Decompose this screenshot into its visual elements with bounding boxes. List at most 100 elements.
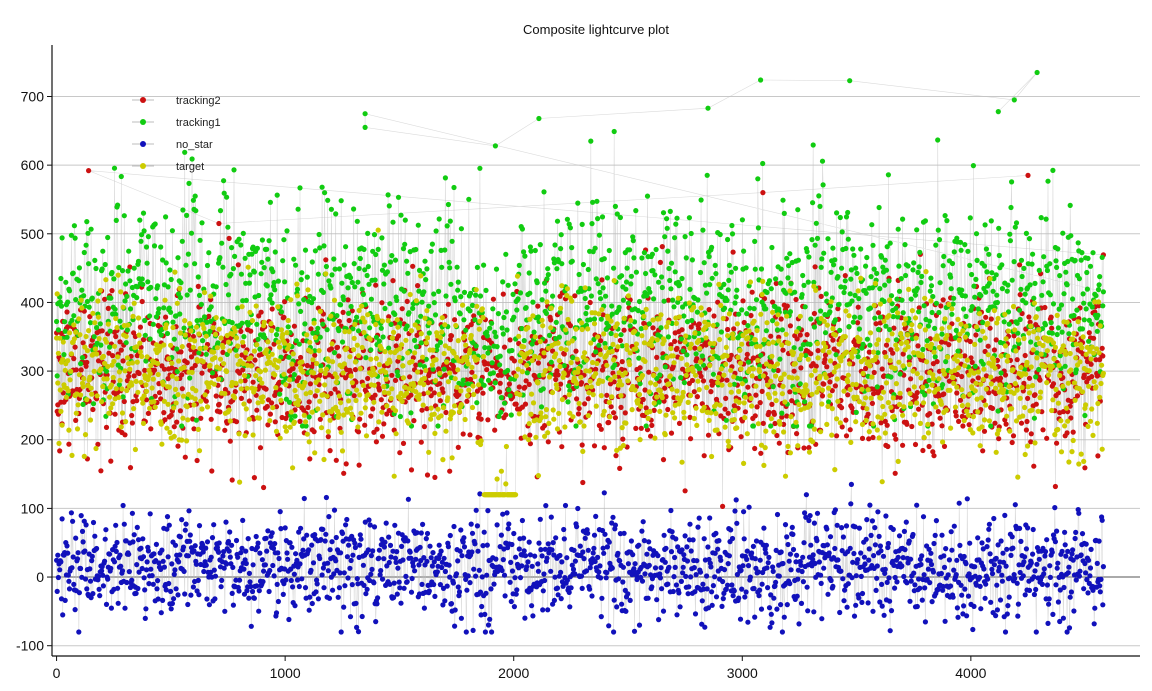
point-tracking2	[1026, 375, 1033, 381]
point-no-star	[121, 521, 127, 527]
point-tracking1	[539, 297, 545, 303]
point-no-star	[859, 599, 865, 606]
point-tracking2	[941, 391, 947, 397]
point-tracking1	[569, 245, 575, 251]
point-tracking1	[673, 221, 679, 227]
point-tracking1	[656, 279, 662, 285]
point-tracking1	[843, 214, 850, 220]
point-tracking1	[933, 300, 940, 306]
point-no-star	[248, 623, 254, 629]
point-no-star	[601, 490, 607, 496]
point-tracking1	[527, 290, 533, 296]
point-no-star	[446, 562, 452, 568]
point-tracking2	[535, 303, 541, 309]
point-tracking1	[500, 331, 506, 337]
point-tracking1	[467, 308, 473, 314]
point-no-star	[289, 544, 295, 550]
point-no-star	[856, 525, 863, 531]
point-tracking2	[137, 324, 143, 330]
point-tracking1	[962, 293, 969, 299]
point-tracking2	[997, 375, 1004, 381]
point-tracking1	[495, 311, 501, 317]
point-tracking1	[72, 235, 78, 241]
point-tracking2	[189, 366, 195, 372]
point-tracking1	[319, 184, 325, 190]
point-tracking1	[1041, 254, 1047, 260]
point-tracking2	[954, 390, 960, 396]
point-tracking1	[744, 311, 750, 317]
point-tracking1	[1089, 321, 1095, 327]
point-tracking2	[471, 313, 477, 319]
point-no-star	[102, 558, 108, 564]
point-tracking2	[909, 423, 915, 430]
point-tracking2	[989, 405, 996, 411]
point-tracking2	[252, 357, 258, 363]
point-no-star	[764, 565, 770, 571]
point-no-star	[807, 513, 813, 519]
point-no-star	[794, 552, 800, 558]
point-tracking1	[269, 300, 275, 306]
point-tracking1	[363, 355, 369, 361]
point-no-star	[742, 594, 748, 600]
point-tracking1	[331, 350, 338, 356]
point-tracking2	[386, 314, 392, 320]
point-no-star	[816, 559, 823, 565]
point-tracking1	[343, 244, 349, 250]
point-tracking1	[265, 256, 271, 262]
point-tracking2	[1003, 421, 1009, 427]
point-tracking2	[687, 414, 693, 420]
point-no-star	[770, 564, 776, 570]
point-tracking1	[69, 317, 75, 323]
point-tracking2	[617, 337, 624, 344]
point-no-star	[72, 607, 78, 613]
point-tracking1	[141, 228, 147, 234]
point-tracking1	[963, 313, 969, 319]
point-tracking2	[1049, 325, 1055, 331]
point-tracking1	[392, 311, 398, 317]
point-tracking1	[1084, 269, 1090, 276]
point-no-star	[1004, 611, 1010, 617]
point-tracking2	[400, 440, 407, 446]
point-tracking1	[710, 371, 717, 377]
point-no-star	[878, 548, 884, 554]
point-tracking2	[758, 450, 764, 456]
point-tracking1	[255, 336, 261, 342]
point-no-star	[984, 544, 990, 550]
point-tracking2	[731, 326, 737, 332]
point-no-star	[134, 524, 140, 531]
point-no-star	[680, 564, 686, 570]
point-tracking1	[698, 197, 704, 203]
point-tracking1	[321, 243, 327, 249]
point-tracking2	[526, 381, 532, 387]
point-no-star	[502, 593, 508, 599]
point-no-star	[728, 527, 734, 533]
point-tracking1	[1033, 374, 1039, 380]
point-no-star	[746, 504, 752, 510]
point-no-star	[517, 575, 524, 581]
point-tracking2	[600, 312, 606, 318]
point-no-star	[559, 559, 565, 565]
point-tracking1	[558, 246, 564, 252]
point-no-star	[798, 600, 805, 607]
point-no-star	[639, 578, 646, 584]
point-no-star	[705, 544, 711, 550]
point-no-star	[880, 553, 887, 559]
point-tracking2	[591, 443, 598, 449]
point-tracking2	[341, 470, 347, 476]
point-no-star	[1002, 512, 1008, 519]
point-no-star	[718, 557, 724, 563]
point-no-star	[233, 537, 240, 544]
point-tracking1	[251, 269, 257, 275]
point-no-star	[271, 573, 277, 579]
point-tracking2	[679, 327, 685, 333]
point-tracking1	[1042, 322, 1049, 328]
point-no-star	[405, 538, 411, 544]
point-no-star	[507, 579, 513, 585]
point-tracking1	[980, 361, 986, 367]
point-tracking1	[83, 242, 89, 248]
point-no-star	[87, 566, 93, 572]
point-tracking2	[784, 303, 790, 309]
point-tracking1	[813, 220, 819, 226]
point-no-star	[108, 565, 114, 572]
point-tracking2	[1024, 418, 1030, 425]
